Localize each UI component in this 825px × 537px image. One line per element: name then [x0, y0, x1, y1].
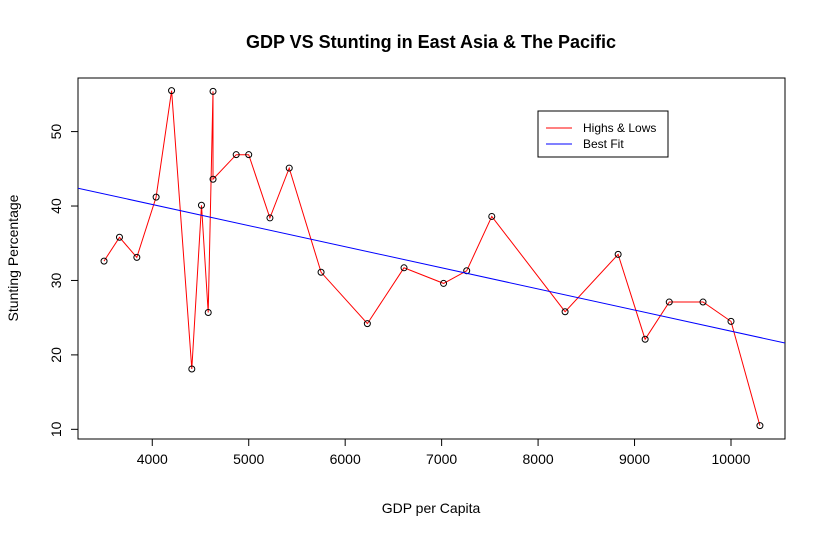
- data-point: [245, 151, 253, 159]
- data-point: [400, 264, 408, 272]
- best-fit-line: [78, 187, 785, 344]
- x-tick-label: 10000: [712, 451, 751, 467]
- y-tick-label: 30: [48, 272, 64, 288]
- data-point: [266, 214, 274, 222]
- legend: Highs & Lows Best Fit: [537, 110, 669, 158]
- data-point: [317, 268, 325, 276]
- data-point: [197, 201, 205, 209]
- y-tick-label: 20: [48, 347, 64, 363]
- data-point: [115, 233, 123, 241]
- y-tick-label: 40: [48, 198, 64, 214]
- data-point: [488, 212, 496, 220]
- data-point: [204, 308, 212, 316]
- data-point: [665, 298, 673, 306]
- x-tick-label: 5000: [233, 451, 264, 467]
- series-layer: [78, 87, 785, 430]
- data-point: [133, 253, 141, 261]
- data-point: [100, 257, 108, 265]
- x-axis: 4000 5000 6000 7000 8000 9000 10000: [137, 439, 751, 467]
- data-point: [209, 87, 217, 95]
- x-tick-label: 9000: [619, 451, 650, 467]
- data-point: [168, 87, 176, 95]
- plot-frame: [77, 77, 786, 440]
- chart-title: GDP VS Stunting in East Asia & The Pacif…: [246, 32, 616, 52]
- data-point: [363, 320, 371, 328]
- legend-label: Highs & Lows: [583, 121, 656, 135]
- data-point: [188, 365, 196, 373]
- x-tick-label: 7000: [426, 451, 457, 467]
- data-point: [641, 335, 649, 343]
- highs-lows-line: [103, 90, 761, 426]
- y-tick-label: 10: [48, 421, 64, 437]
- data-point: [727, 317, 735, 325]
- x-axis-label: GDP per Capita: [382, 500, 481, 516]
- x-tick-label: 8000: [523, 451, 554, 467]
- x-tick-label: 4000: [137, 451, 168, 467]
- legend-label: Best Fit: [583, 137, 624, 151]
- x-tick-label: 6000: [330, 451, 361, 467]
- legend-box: [537, 110, 669, 158]
- data-point: [232, 151, 240, 159]
- data-point: [209, 175, 217, 183]
- y-tick-label: 50: [48, 124, 64, 140]
- data-point: [440, 279, 448, 287]
- y-axis-label: Stunting Percentage: [5, 194, 21, 321]
- data-point: [152, 193, 160, 201]
- data-point: [614, 250, 622, 258]
- data-point: [699, 298, 707, 306]
- data-point: [756, 422, 764, 430]
- data-point: [285, 164, 293, 172]
- y-axis: 10 20 30 40 50: [48, 124, 78, 437]
- data-point: [561, 308, 569, 316]
